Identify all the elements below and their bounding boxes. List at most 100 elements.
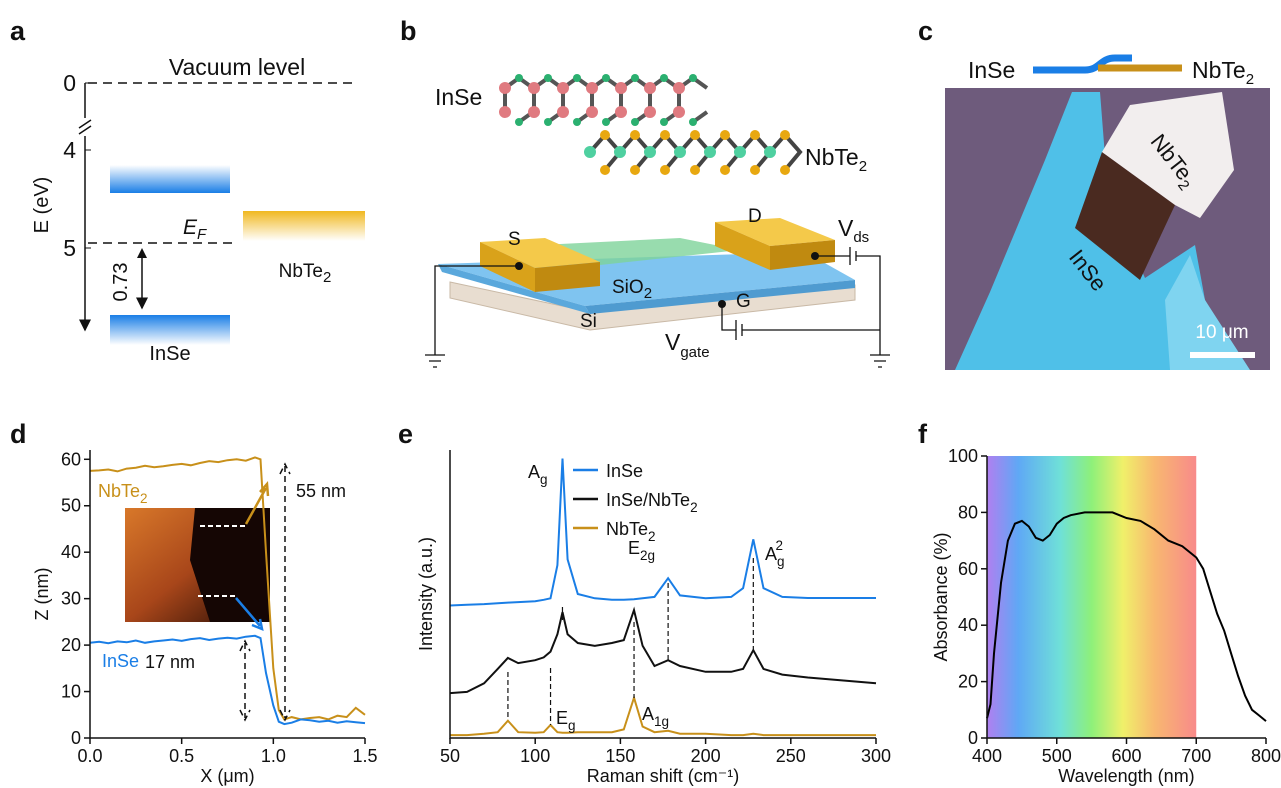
y-tick-label: 0 — [71, 728, 81, 748]
atom — [586, 106, 598, 118]
panel-b: b InSe NbTe2 S D Vds SiO2 G Si Vgate — [400, 16, 890, 367]
visible-spectrum — [987, 456, 1196, 738]
atom — [573, 74, 581, 82]
y-axis-title: Z (nm) — [32, 568, 52, 621]
atom — [544, 74, 552, 82]
x-tick-label: 250 — [776, 746, 806, 766]
atom — [573, 118, 581, 126]
x-tick-label: 300 — [861, 746, 891, 766]
text-base: V — [665, 329, 681, 355]
vgate-label: Vgate — [665, 329, 710, 361]
atom — [674, 146, 686, 158]
scale-label: 10 μm — [1195, 322, 1248, 343]
y-tick-label: 40 — [958, 615, 978, 635]
tick-label: 4 — [63, 137, 76, 163]
contact — [811, 252, 819, 260]
x-tick-label: 50 — [440, 746, 460, 766]
contact — [718, 300, 726, 308]
x-tick-label: 150 — [605, 746, 635, 766]
text-base: NbTe — [606, 519, 648, 539]
x-tick-label: 600 — [1111, 746, 1141, 766]
y-axis-title: Intensity (a.u.) — [416, 537, 436, 651]
atom — [764, 146, 776, 158]
data-line — [90, 636, 365, 724]
text-base: NbTe — [805, 144, 859, 170]
scale-bar — [1190, 352, 1255, 358]
y-tick-label: 0 — [968, 728, 978, 748]
text-base: NbTe — [98, 481, 140, 501]
x-tick-label: 700 — [1181, 746, 1211, 766]
inse-label: InSe — [435, 84, 482, 110]
panel-label: f — [918, 419, 928, 449]
atom — [631, 74, 639, 82]
atom — [690, 165, 700, 175]
y-tick-label: 60 — [958, 559, 978, 579]
x-tick-label: 800 — [1251, 746, 1281, 766]
annotation: 17 nm — [145, 652, 195, 672]
panel-label: b — [400, 16, 417, 46]
nbte2-structure — [584, 130, 800, 175]
atom — [690, 130, 700, 140]
atom — [499, 82, 511, 94]
atom — [630, 130, 640, 140]
text-sub: g — [777, 554, 785, 569]
vacuum-label: Vacuum level — [169, 54, 305, 80]
peak-label: Ag2 — [765, 538, 785, 569]
atom — [673, 82, 685, 94]
text-base: SiO — [612, 277, 644, 298]
atom — [689, 118, 697, 126]
annotation: 55 nm — [296, 481, 346, 501]
text-base: A — [528, 462, 540, 482]
inse-cb — [110, 165, 230, 193]
contact — [515, 262, 523, 270]
panel-a: a Vacuum level 0 4 5 E (eV) NbTe2 EF 0.7… — [10, 16, 365, 365]
atom — [704, 146, 716, 158]
axis-break — [79, 120, 91, 134]
atom — [584, 146, 596, 158]
atom — [631, 118, 639, 126]
vds-label: Vds — [838, 215, 869, 246]
panel-label: a — [10, 16, 26, 46]
atom — [600, 165, 610, 175]
atom — [660, 118, 668, 126]
text-base: V — [838, 215, 854, 241]
atom — [515, 74, 523, 82]
x-tick-label: 0.5 — [169, 746, 194, 766]
nbte2-band — [243, 211, 365, 241]
text-base: NbTe — [279, 261, 323, 282]
atom — [586, 82, 598, 94]
atom — [734, 146, 746, 158]
atom — [750, 130, 760, 140]
text-sub: g — [568, 718, 576, 733]
x-tick-label: 400 — [972, 746, 1002, 766]
atom — [720, 130, 730, 140]
tick-label: 0 — [63, 70, 76, 96]
data-line — [450, 459, 876, 606]
text-sub: 1g — [654, 714, 669, 729]
atom — [673, 106, 685, 118]
panel-label: e — [398, 419, 413, 449]
height-arrow — [280, 464, 290, 720]
atom — [544, 118, 552, 126]
x-tick-label: 1.0 — [261, 746, 286, 766]
text-sub: 2 — [644, 285, 652, 302]
atom — [780, 165, 790, 175]
text-sub: 2 — [1246, 71, 1254, 88]
atom — [515, 118, 523, 126]
atom — [780, 130, 790, 140]
atom — [528, 106, 540, 118]
x-axis-title: Raman shift (cm⁻¹) — [587, 766, 740, 786]
text-base: InSe/NbTe — [606, 490, 690, 510]
x-tick-label: 1.5 — [352, 746, 377, 766]
y-tick-label: 30 — [61, 589, 81, 609]
text-sub: 2 — [140, 491, 148, 506]
gap-label: 0.73 — [110, 263, 132, 302]
atom — [660, 74, 668, 82]
y-tick-label: 40 — [61, 542, 81, 562]
text-sub: gate — [680, 344, 709, 361]
atom — [615, 82, 627, 94]
atom — [528, 82, 540, 94]
nbte2-label: NbTe2 — [279, 261, 332, 286]
y-axis-title: Absorbance (%) — [931, 532, 951, 661]
text-sub: 2 — [690, 500, 698, 515]
